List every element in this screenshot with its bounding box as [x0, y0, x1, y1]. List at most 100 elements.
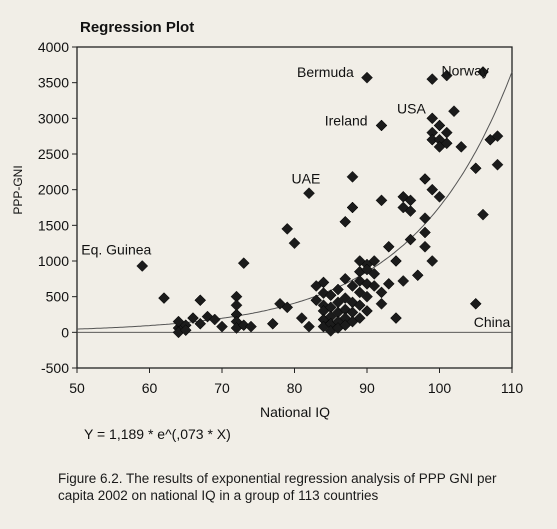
data-point	[339, 215, 352, 228]
y-tick-label: -500	[41, 360, 69, 376]
data-point	[194, 294, 207, 307]
data-point	[216, 320, 228, 333]
x-tick-label: 110	[501, 380, 524, 396]
x-tick-label: 100	[428, 380, 452, 396]
regression-curve	[76, 71, 513, 330]
data-point	[375, 286, 388, 299]
data-point	[440, 126, 453, 139]
regression-equation: Y = 1,189 * e^(,073 * X)	[84, 426, 231, 442]
data-point	[288, 237, 301, 250]
data-point	[158, 292, 170, 304]
data-point	[433, 119, 446, 132]
data-point	[477, 208, 489, 221]
data-point	[332, 283, 344, 296]
data-point	[237, 257, 250, 269]
y-tick-label: 2000	[38, 182, 69, 198]
plot-frame-layer	[76, 46, 513, 369]
x-axis-label: National IQ	[260, 404, 330, 420]
data-point	[281, 223, 294, 235]
annotations: Bermuda USA Norway Ireland UAE Eq. Guinea Chin…	[81, 63, 510, 330]
x-tick-label: 50	[69, 380, 85, 396]
data-point	[382, 240, 395, 253]
data-point	[390, 255, 402, 267]
data-point	[491, 158, 504, 171]
y-tick-label: 500	[46, 289, 70, 305]
data-point	[346, 201, 359, 214]
data-points	[136, 66, 504, 339]
data-point	[361, 290, 373, 303]
data-point	[187, 312, 199, 324]
data-point	[266, 317, 279, 330]
annotation-label: China	[474, 314, 511, 330]
annotation-label: Ireland	[325, 112, 368, 128]
data-point	[477, 66, 489, 78]
data-point	[353, 299, 366, 312]
plot-frame	[76, 46, 513, 369]
annotation-label: Norway	[442, 63, 489, 79]
data-point	[419, 240, 431, 253]
data-point	[208, 313, 221, 326]
y-tick-label: 2500	[38, 146, 69, 162]
data-point	[375, 194, 388, 207]
data-point	[426, 73, 439, 85]
data-point	[419, 173, 431, 185]
data-point	[281, 301, 294, 314]
data-point	[426, 255, 439, 267]
data-point	[353, 286, 366, 299]
data-point	[404, 205, 417, 217]
data-point	[245, 320, 257, 333]
annotation-label: USA	[397, 100, 426, 116]
data-point	[375, 119, 388, 132]
y-axis: -500 0 500 1000 1500 2000 2500 3000 3500 4000	[38, 39, 77, 376]
data-point	[426, 112, 439, 125]
y-tick-label: 1000	[38, 253, 69, 269]
y-axis-label: PPP-GNI	[11, 165, 25, 214]
data-point	[361, 71, 373, 84]
annotation-label: Eq. Guinea	[81, 242, 151, 258]
data-point	[419, 226, 431, 239]
annotation-label: Bermuda	[297, 64, 354, 80]
data-point	[426, 183, 439, 196]
data-point	[455, 141, 468, 153]
data-point	[295, 312, 308, 324]
data-point	[404, 233, 417, 246]
data-point	[433, 190, 446, 203]
data-point	[397, 275, 410, 287]
data-point	[361, 305, 373, 317]
data-point	[303, 187, 315, 200]
figure-caption: Figure 6.2. The results of exponential r…	[58, 471, 497, 503]
data-point	[469, 297, 482, 310]
data-point	[194, 317, 207, 330]
data-point	[339, 272, 352, 285]
data-point	[375, 297, 388, 310]
y-tick-label: 0	[61, 324, 69, 340]
data-point	[440, 137, 453, 150]
data-point	[368, 255, 381, 267]
data-point	[339, 292, 352, 304]
data-point	[491, 130, 504, 143]
data-point	[361, 277, 373, 290]
y-tick-label: 3500	[38, 75, 69, 91]
chart-title: Regression Plot	[80, 19, 194, 36]
x-axis: 50 60 70 80 90 100 110	[69, 368, 523, 396]
y-tick-label: 3000	[38, 110, 69, 126]
data-point	[368, 280, 381, 292]
data-point	[324, 289, 337, 302]
data-point	[448, 105, 460, 118]
data-point	[368, 267, 381, 280]
x-tick-label: 70	[214, 380, 230, 396]
data-point	[390, 312, 402, 324]
data-point	[136, 260, 149, 272]
data-point	[353, 312, 366, 324]
data-point	[440, 69, 453, 82]
data-point	[346, 280, 359, 292]
data-point	[382, 277, 395, 290]
data-point	[361, 263, 373, 276]
x-tick-label: 60	[142, 380, 158, 396]
x-tick-label: 80	[287, 380, 303, 396]
data-point	[346, 170, 359, 183]
data-point	[179, 324, 192, 337]
y-tick-label: 4000	[38, 39, 69, 55]
